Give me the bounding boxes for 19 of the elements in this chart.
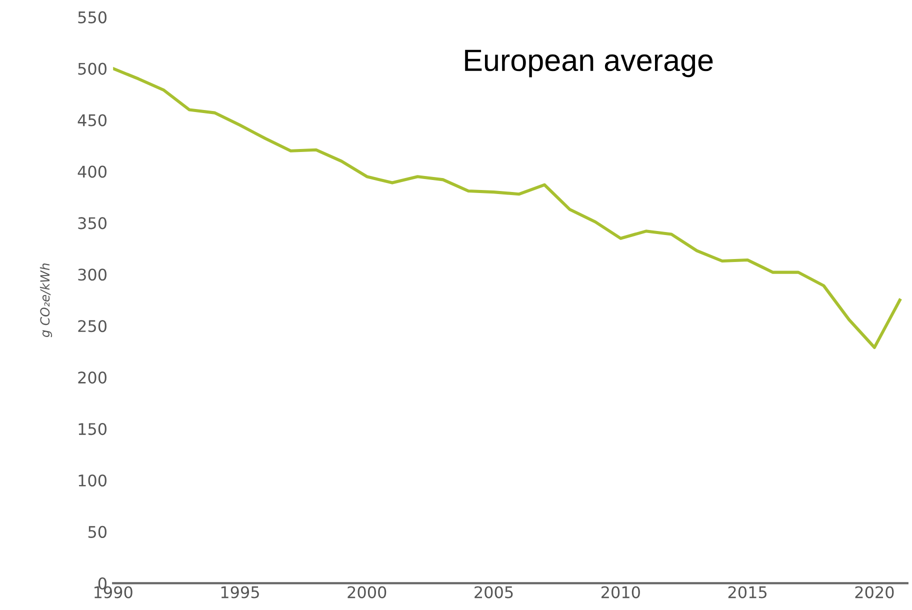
x-tick-label: 2005 bbox=[474, 586, 513, 598]
y-tick-label: 400 bbox=[78, 166, 106, 178]
y-tick-label: 350 bbox=[78, 217, 106, 230]
y-tick-label: 300 bbox=[78, 268, 106, 281]
y-tick-label: 150 bbox=[78, 422, 106, 436]
y-tick-label: 500 bbox=[78, 62, 106, 75]
annotation: European average bbox=[465, 50, 713, 78]
y-axis-title: g CO₂e/kWh bbox=[40, 264, 52, 338]
x-tick-label: 2020 bbox=[855, 586, 894, 598]
y-tick-label: 250 bbox=[78, 320, 106, 332]
y-tick-label: 100 bbox=[78, 474, 106, 487]
y-tick-label: 50 bbox=[88, 526, 106, 538]
x-tick-label: 1995 bbox=[221, 586, 259, 598]
y-tick-label: 550 bbox=[78, 11, 106, 24]
y-tick-label: 200 bbox=[78, 372, 106, 384]
x-tick-label: 2010 bbox=[602, 586, 640, 598]
x-tick-label: 2000 bbox=[348, 586, 386, 598]
x-tick-label: 2015 bbox=[728, 586, 766, 598]
y-tick-label: 450 bbox=[78, 114, 106, 126]
